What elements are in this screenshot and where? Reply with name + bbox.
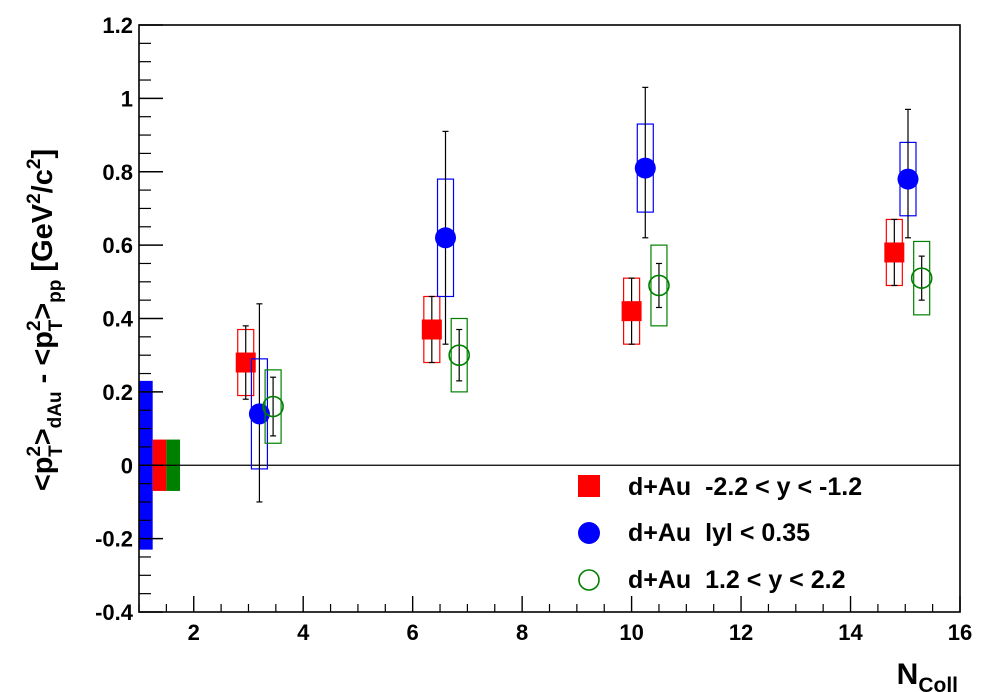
y-tick-label: 0.8 [102, 160, 133, 185]
legend-label-backward: d+Au -2.2 < y < -1.2 [628, 473, 862, 501]
sys-error-box [650, 244, 668, 327]
data-point-open-circle [910, 267, 933, 289]
plot-frame [138, 24, 961, 613]
y-title-sub-pp: pp [45, 280, 66, 303]
y-tick-label: 1 [121, 86, 133, 111]
y-title-sup1: 2 [24, 446, 45, 457]
data-point-square [884, 242, 905, 263]
x-tick-label: 6 [407, 620, 419, 645]
x-tick-label: 4 [297, 620, 310, 645]
legend-marker-blue-circle [578, 522, 600, 544]
axes: 2 4 6 8 10 12 14 16 -0.4 -0.2 0 0.2 0.4 0.6 0.8 1 1.2 [95, 13, 972, 645]
y-title-unit-sup1: 2 [24, 193, 45, 204]
y-title-open: <p [27, 456, 59, 491]
data-point-open-circle [262, 395, 284, 418]
series-1 [248, 86, 919, 503]
y-tick-label: 0.6 [102, 233, 133, 258]
legend-marker-green-circle [578, 569, 600, 591]
legend-label-mid: d+Au lyl < 0.35 [628, 519, 810, 547]
sys-error-box [450, 317, 468, 393]
x-axis-title-sub: Coll [918, 674, 958, 692]
y-axis-title: <p2T>dAu - <p2T>pp [GeV2/c2] [24, 149, 67, 491]
y-tick-label: -0.4 [95, 600, 134, 625]
data-point-circle [634, 157, 656, 179]
data-series [235, 86, 933, 503]
data-point-circle [897, 168, 919, 190]
x-tick-label: 8 [516, 620, 528, 645]
data-point-square [621, 301, 642, 322]
legend-label-forward: d+Au 1.2 < y < 2.2 [628, 566, 845, 594]
legend: d+Au -2.2 < y < -1.2 d+Au lyl < 0.35 d+A… [578, 473, 862, 594]
data-point-circle [435, 227, 457, 249]
y-title-sup2: 2 [24, 320, 45, 331]
data-point-open-circle [448, 344, 470, 366]
y-tick-label: 0.4 [102, 307, 133, 332]
legend-marker-red-square [578, 475, 600, 497]
x-tick-label: 10 [619, 620, 643, 645]
sys-error-box [264, 369, 282, 444]
y-tick-label: 0.2 [102, 380, 133, 405]
y-title-mid1: > [27, 428, 59, 445]
x-tick-label: 2 [188, 620, 200, 645]
sys-error-box [913, 240, 931, 316]
y-title-sub2: T [46, 319, 67, 331]
data-point-open-circle [648, 274, 670, 297]
x-tick-label: 14 [838, 620, 863, 645]
y-title-unit-sup2: 2 [24, 159, 45, 170]
y-title-sub1: T [46, 445, 67, 457]
x-tick-label: 12 [729, 620, 753, 645]
data-point-square [235, 352, 256, 373]
y-tick-label: -0.2 [95, 527, 133, 552]
y-title-mid2: > [27, 303, 59, 320]
x-axis-title-main: N [897, 658, 919, 691]
series-0 [235, 218, 905, 400]
y-tick-label: 0 [121, 453, 133, 478]
y-title-minus: - <p [27, 331, 59, 391]
data-point-square [421, 319, 442, 340]
y-title-sub-dau: dAu [45, 391, 66, 428]
x-axis-title: NColl [897, 658, 958, 692]
y-title-unit-close: ] [27, 149, 59, 159]
y-title-unit-open: [GeV [27, 203, 59, 279]
y-tick-label: 1.2 [102, 13, 133, 38]
y-title-unit-mid: /c [27, 169, 59, 193]
series-2 [262, 240, 933, 444]
x-tick-label: 16 [948, 620, 972, 645]
